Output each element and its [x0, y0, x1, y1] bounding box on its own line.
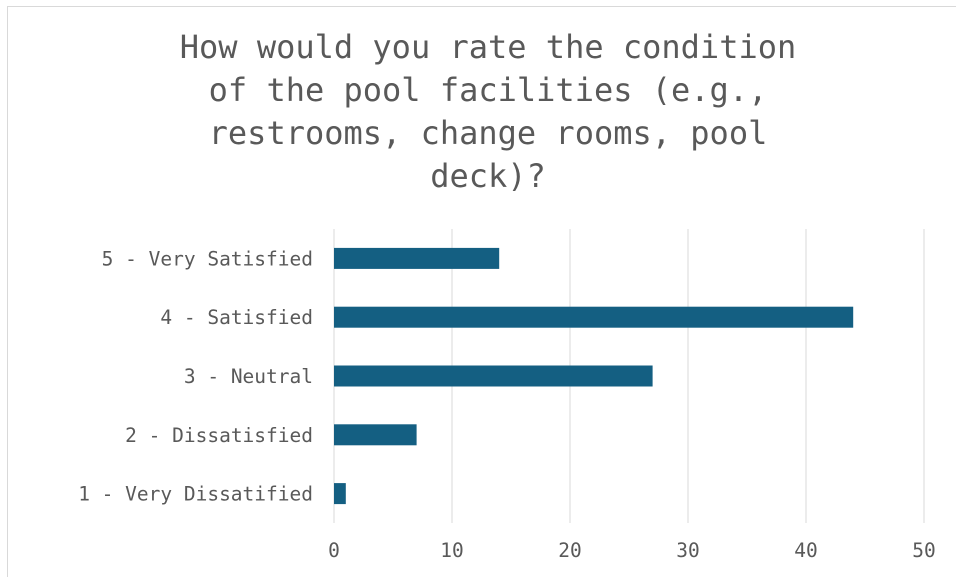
x-tick-label: 0	[328, 539, 340, 562]
x-tick-label: 10	[440, 539, 463, 562]
bar-2	[334, 306, 854, 328]
chart-title-line-3: restrooms, change rooms, pool	[209, 114, 768, 152]
category-label: 1 - Very Dissatified	[78, 483, 313, 506]
category-labels: 5 - Very Satisfied 4 - Satisfied 3 - Neutr…	[78, 247, 313, 505]
bar-5	[334, 483, 346, 505]
x-tick-label: 30	[676, 539, 699, 562]
chart-title: How would you rate the condition of the …	[180, 28, 797, 195]
x-tick-label: 40	[794, 539, 817, 562]
bars	[334, 247, 854, 505]
bar-4	[334, 424, 417, 446]
chart-title-line-4: deck)?	[430, 157, 546, 195]
x-tick-label: 50	[912, 539, 935, 562]
category-label: 2 - Dissatisfied	[125, 424, 313, 447]
category-label: 4 - Satisfied	[160, 306, 313, 329]
bar-3	[334, 365, 653, 387]
chart-title-line-1: How would you rate the condition	[180, 28, 797, 66]
chart-title-line-2: of the pool facilities (e.g.,	[209, 71, 768, 109]
category-label: 3 - Neutral	[184, 365, 313, 388]
chart-frame: How would you rate the condition of the …	[7, 6, 956, 577]
category-label: 5 - Very Satisfied	[102, 247, 313, 270]
bar-1	[334, 247, 500, 269]
x-tick-label: 20	[558, 539, 581, 562]
x-axis-tick-labels: 0 10 20 30 40 50	[328, 539, 936, 562]
